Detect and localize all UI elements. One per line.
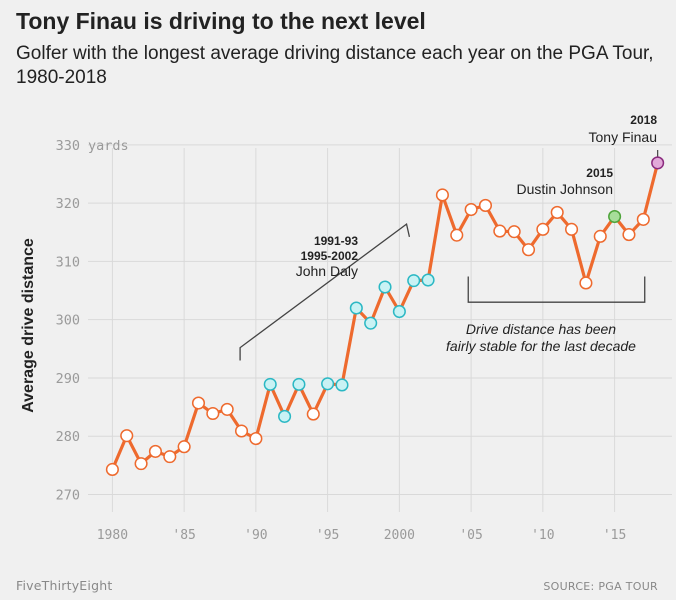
data-point-daly — [321, 377, 335, 391]
data-point — [550, 205, 564, 219]
y-tick-label: 270 — [56, 488, 80, 504]
y-tick-label: 330 — [56, 138, 80, 154]
y-tick-label: 290 — [56, 371, 80, 387]
data-point — [249, 432, 263, 446]
data-point-daly — [263, 377, 277, 391]
data-point-daly — [292, 377, 306, 391]
data-point — [220, 402, 234, 416]
y-tick-label: 320 — [56, 196, 80, 212]
data-point — [206, 406, 220, 421]
source-label: SOURCE: PGA TOUR — [543, 580, 658, 593]
y-unit-label: yards — [88, 138, 129, 154]
data-point-daly — [378, 280, 392, 294]
data-markers — [105, 156, 665, 477]
x-tick-label: '95 — [316, 528, 339, 543]
daly-years-label-1: 1991-93 — [314, 234, 358, 248]
data-point-daly — [407, 274, 421, 288]
daly-bracket-line — [239, 222, 411, 361]
data-point — [464, 202, 478, 217]
data-point — [636, 212, 650, 226]
johnson-name-label: Dustin Johnson — [516, 181, 613, 197]
y-tick-label: 310 — [56, 254, 80, 270]
data-point — [493, 224, 507, 238]
x-tick-label: '05 — [459, 528, 482, 543]
stable-note-line-1: Drive distance has been — [466, 321, 616, 337]
finau-year-label: 2018 — [630, 113, 657, 127]
data-point — [507, 225, 521, 239]
data-point — [306, 407, 320, 421]
data-point — [622, 228, 636, 242]
x-axis-ticks: 1980 '85 '90 '95 2000 '05 '10 '15 — [97, 528, 627, 543]
x-tick-label: '15 — [603, 528, 626, 543]
y-tick-label: 280 — [56, 429, 80, 445]
data-point-daly — [421, 273, 435, 287]
data-point-daly — [392, 304, 406, 319]
data-point-daly — [278, 409, 292, 423]
data-point — [134, 457, 148, 471]
data-point — [120, 429, 134, 443]
x-tick-label: 2000 — [384, 528, 415, 543]
data-point-daly — [349, 301, 363, 315]
stable-bracket-line — [467, 276, 646, 303]
x-tick-label: '10 — [531, 528, 554, 543]
data-point — [450, 228, 464, 242]
data-point — [579, 276, 593, 290]
y-axis-label: Average drive distance — [20, 238, 37, 413]
data-point — [105, 462, 119, 477]
chart-subtitle: Golfer with the longest average driving … — [16, 43, 654, 88]
data-point-finau — [651, 156, 665, 170]
chart-title: Tony Finau is driving to the next level — [16, 8, 426, 34]
y-tick-label: 300 — [56, 313, 80, 329]
daly-years-label-2: 1995-2002 — [301, 249, 359, 263]
stable-note-line-2: fairly stable for the last decade — [446, 338, 636, 354]
series-line — [110, 162, 660, 471]
x-tick-label: '90 — [244, 528, 267, 543]
grid-lines — [88, 144, 672, 512]
daly-name-label: John Daly — [296, 263, 358, 279]
data-point — [234, 424, 249, 438]
data-point-daly — [364, 316, 378, 330]
data-point — [191, 396, 206, 410]
annotations: 1991-93 1995-2002 John Daly 2015 Dustin … — [239, 113, 659, 361]
data-point — [163, 450, 177, 464]
x-tick-label: '85 — [172, 528, 195, 543]
data-point — [478, 198, 493, 212]
data-point — [593, 229, 607, 243]
data-point — [148, 444, 162, 458]
data-point — [177, 440, 191, 454]
data-point — [435, 188, 449, 202]
johnson-year-label: 2015 — [586, 166, 613, 180]
y-axis-ticks: 270 280 290 300 310 320 330 yards — [56, 138, 129, 504]
finau-name-label: Tony Finau — [589, 129, 657, 145]
data-point — [521, 243, 536, 257]
data-point — [565, 222, 579, 236]
x-tick-label: 1980 — [97, 528, 128, 543]
data-point — [536, 222, 550, 236]
data-point-daly — [335, 378, 349, 392]
brand-label: FiveThirtyEight — [16, 578, 113, 593]
data-point-johnson — [608, 209, 622, 224]
